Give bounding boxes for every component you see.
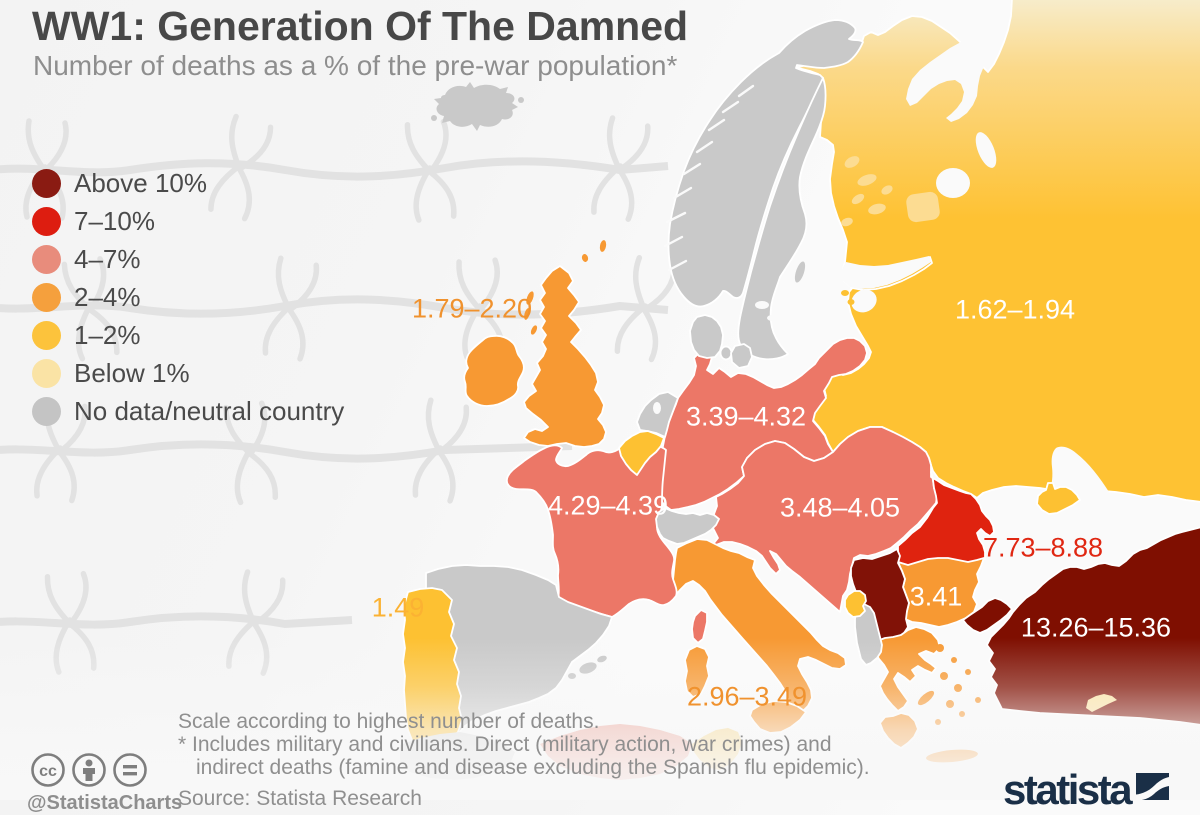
svg-text:cc: cc xyxy=(39,763,57,780)
